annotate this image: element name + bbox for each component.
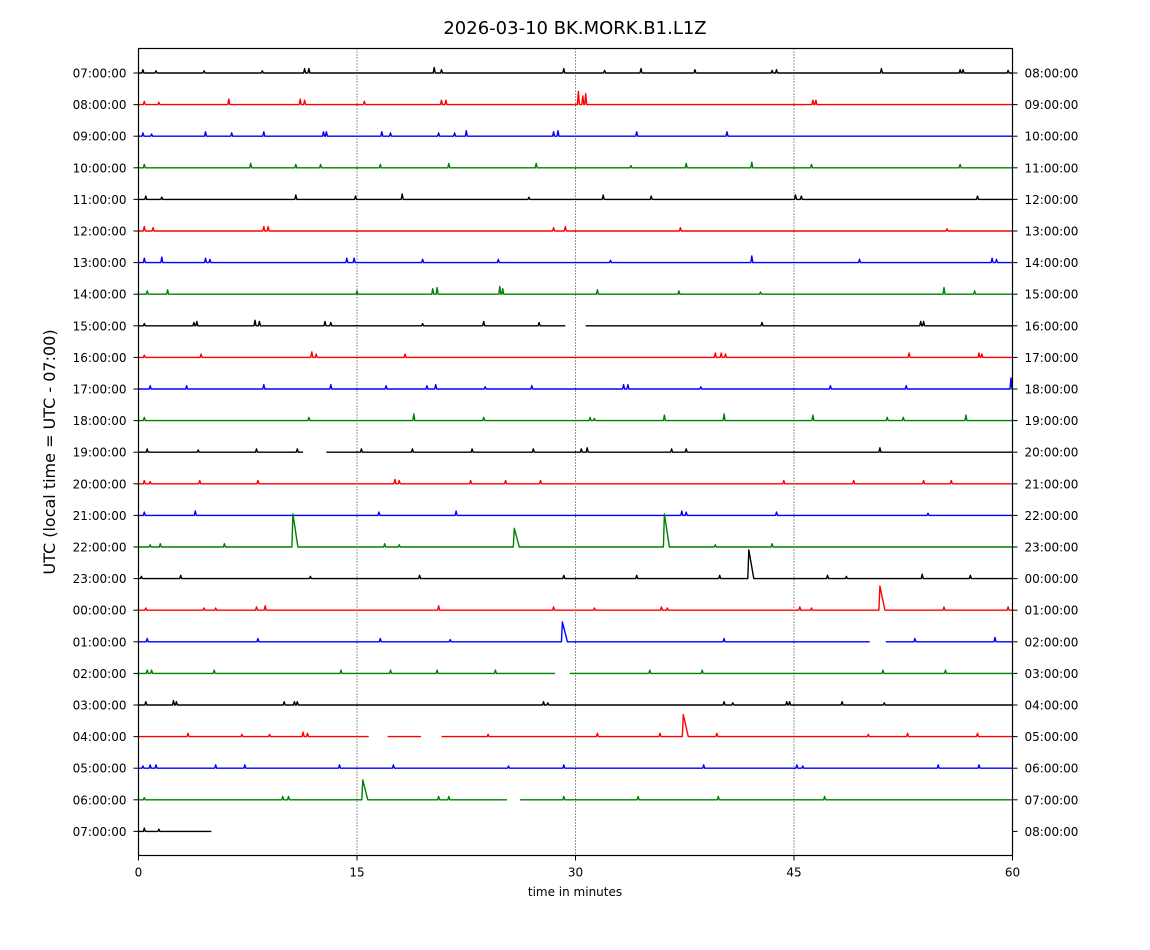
trace-line-24 — [138, 827, 212, 833]
right-time-label: 00:00:00 — [1025, 572, 1079, 586]
trace-line-5 — [138, 225, 1013, 232]
right-time-label: 14:00:00 — [1025, 256, 1079, 270]
trace-line-3 — [138, 161, 1013, 169]
right-time-label: 02:00:00 — [1025, 635, 1079, 649]
trace-line-2 — [138, 130, 1013, 137]
trace-line-14 — [138, 510, 1013, 517]
trace-line-10 — [138, 377, 1013, 390]
x-tick-label: 15 — [349, 866, 364, 880]
right-time-label: 03:00:00 — [1025, 667, 1079, 681]
right-time-label: 11:00:00 — [1025, 161, 1079, 175]
trace-line-18 — [138, 621, 1013, 643]
left-time-label: 13:00:00 — [73, 256, 127, 270]
x-tick-label: 45 — [786, 866, 801, 880]
trace-line-12 — [138, 447, 1013, 453]
left-time-label: 01:00:00 — [73, 635, 127, 649]
right-time-label: 12:00:00 — [1025, 193, 1079, 207]
trace-line-15 — [138, 513, 1013, 548]
trace-line-20 — [138, 699, 1013, 706]
left-time-label: 21:00:00 — [73, 509, 127, 523]
left-time-label: 02:00:00 — [73, 667, 127, 681]
trace-line-11 — [138, 413, 1013, 422]
trace-line-4 — [138, 193, 1013, 201]
right-time-label: 16:00:00 — [1025, 319, 1079, 333]
chart-title: 2026-03-10 BK.MORK.B1.L1Z — [443, 18, 706, 39]
x-tick-label: 30 — [568, 866, 583, 880]
left-time-label: 07:00:00 — [73, 67, 127, 81]
right-time-label: 06:00:00 — [1025, 762, 1079, 776]
trace-line-8 — [138, 319, 1013, 327]
trace-line-7 — [138, 285, 1013, 295]
trace-line-21 — [138, 713, 1013, 738]
right-time-label: 10:00:00 — [1025, 130, 1079, 144]
left-time-label: 19:00:00 — [73, 446, 127, 460]
left-time-label: 23:00:00 — [73, 572, 127, 586]
left-time-label: 14:00:00 — [73, 288, 127, 302]
right-time-label: 19:00:00 — [1025, 414, 1079, 428]
right-time-label: 08:00:00 — [1025, 825, 1079, 839]
left-time-label: 16:00:00 — [73, 351, 127, 365]
right-time-label: 05:00:00 — [1025, 730, 1079, 744]
left-time-label: 17:00:00 — [73, 383, 127, 397]
right-time-label: 13:00:00 — [1025, 225, 1079, 239]
left-time-label: 08:00:00 — [73, 98, 127, 112]
trace-line-23 — [138, 779, 1013, 801]
left-time-label: 04:00:00 — [73, 730, 127, 744]
right-time-label: 01:00:00 — [1025, 604, 1079, 618]
left-time-label: 10:00:00 — [73, 161, 127, 175]
left-time-label: 03:00:00 — [73, 699, 127, 713]
x-tick-label: 0 — [135, 866, 143, 880]
right-time-label: 07:00:00 — [1025, 793, 1079, 807]
left-time-label: 00:00:00 — [73, 604, 127, 618]
left-time-label: 18:00:00 — [73, 414, 127, 428]
trace-line-16 — [138, 549, 1013, 580]
left-time-label: 22:00:00 — [73, 541, 127, 555]
left-time-label: 20:00:00 — [73, 477, 127, 491]
right-time-label: 08:00:00 — [1025, 67, 1079, 81]
right-time-label: 22:00:00 — [1025, 509, 1079, 523]
right-time-label: 04:00:00 — [1025, 699, 1079, 713]
trace-line-6 — [138, 255, 1013, 264]
trace-line-1 — [138, 90, 1013, 106]
right-time-label: 20:00:00 — [1025, 446, 1079, 460]
left-time-label: 06:00:00 — [73, 793, 127, 807]
y-axis-label: UTC (local time = UTC - 07:00) — [40, 329, 59, 574]
left-time-label: 11:00:00 — [73, 193, 127, 207]
left-time-label: 15:00:00 — [73, 319, 127, 333]
trace-line-19 — [138, 669, 1013, 675]
trace-line-13 — [138, 478, 1013, 485]
left-time-label: 12:00:00 — [73, 225, 127, 239]
trace-line-9 — [138, 351, 1013, 359]
right-time-label: 15:00:00 — [1025, 288, 1079, 302]
x-axis-label: time in minutes — [528, 885, 622, 899]
x-tick-label: 60 — [1005, 866, 1020, 880]
right-time-label: 21:00:00 — [1025, 477, 1079, 491]
left-time-label: 05:00:00 — [73, 762, 127, 776]
right-time-label: 17:00:00 — [1025, 351, 1079, 365]
right-time-label: 09:00:00 — [1025, 98, 1079, 112]
right-time-label: 18:00:00 — [1025, 383, 1079, 397]
right-time-label: 23:00:00 — [1025, 541, 1079, 555]
left-time-label: 07:00:00 — [73, 825, 127, 839]
left-time-label: 09:00:00 — [73, 130, 127, 144]
trace-line-22 — [138, 764, 1013, 769]
trace-line-0 — [138, 66, 1013, 74]
trace-line-17 — [138, 585, 1013, 611]
